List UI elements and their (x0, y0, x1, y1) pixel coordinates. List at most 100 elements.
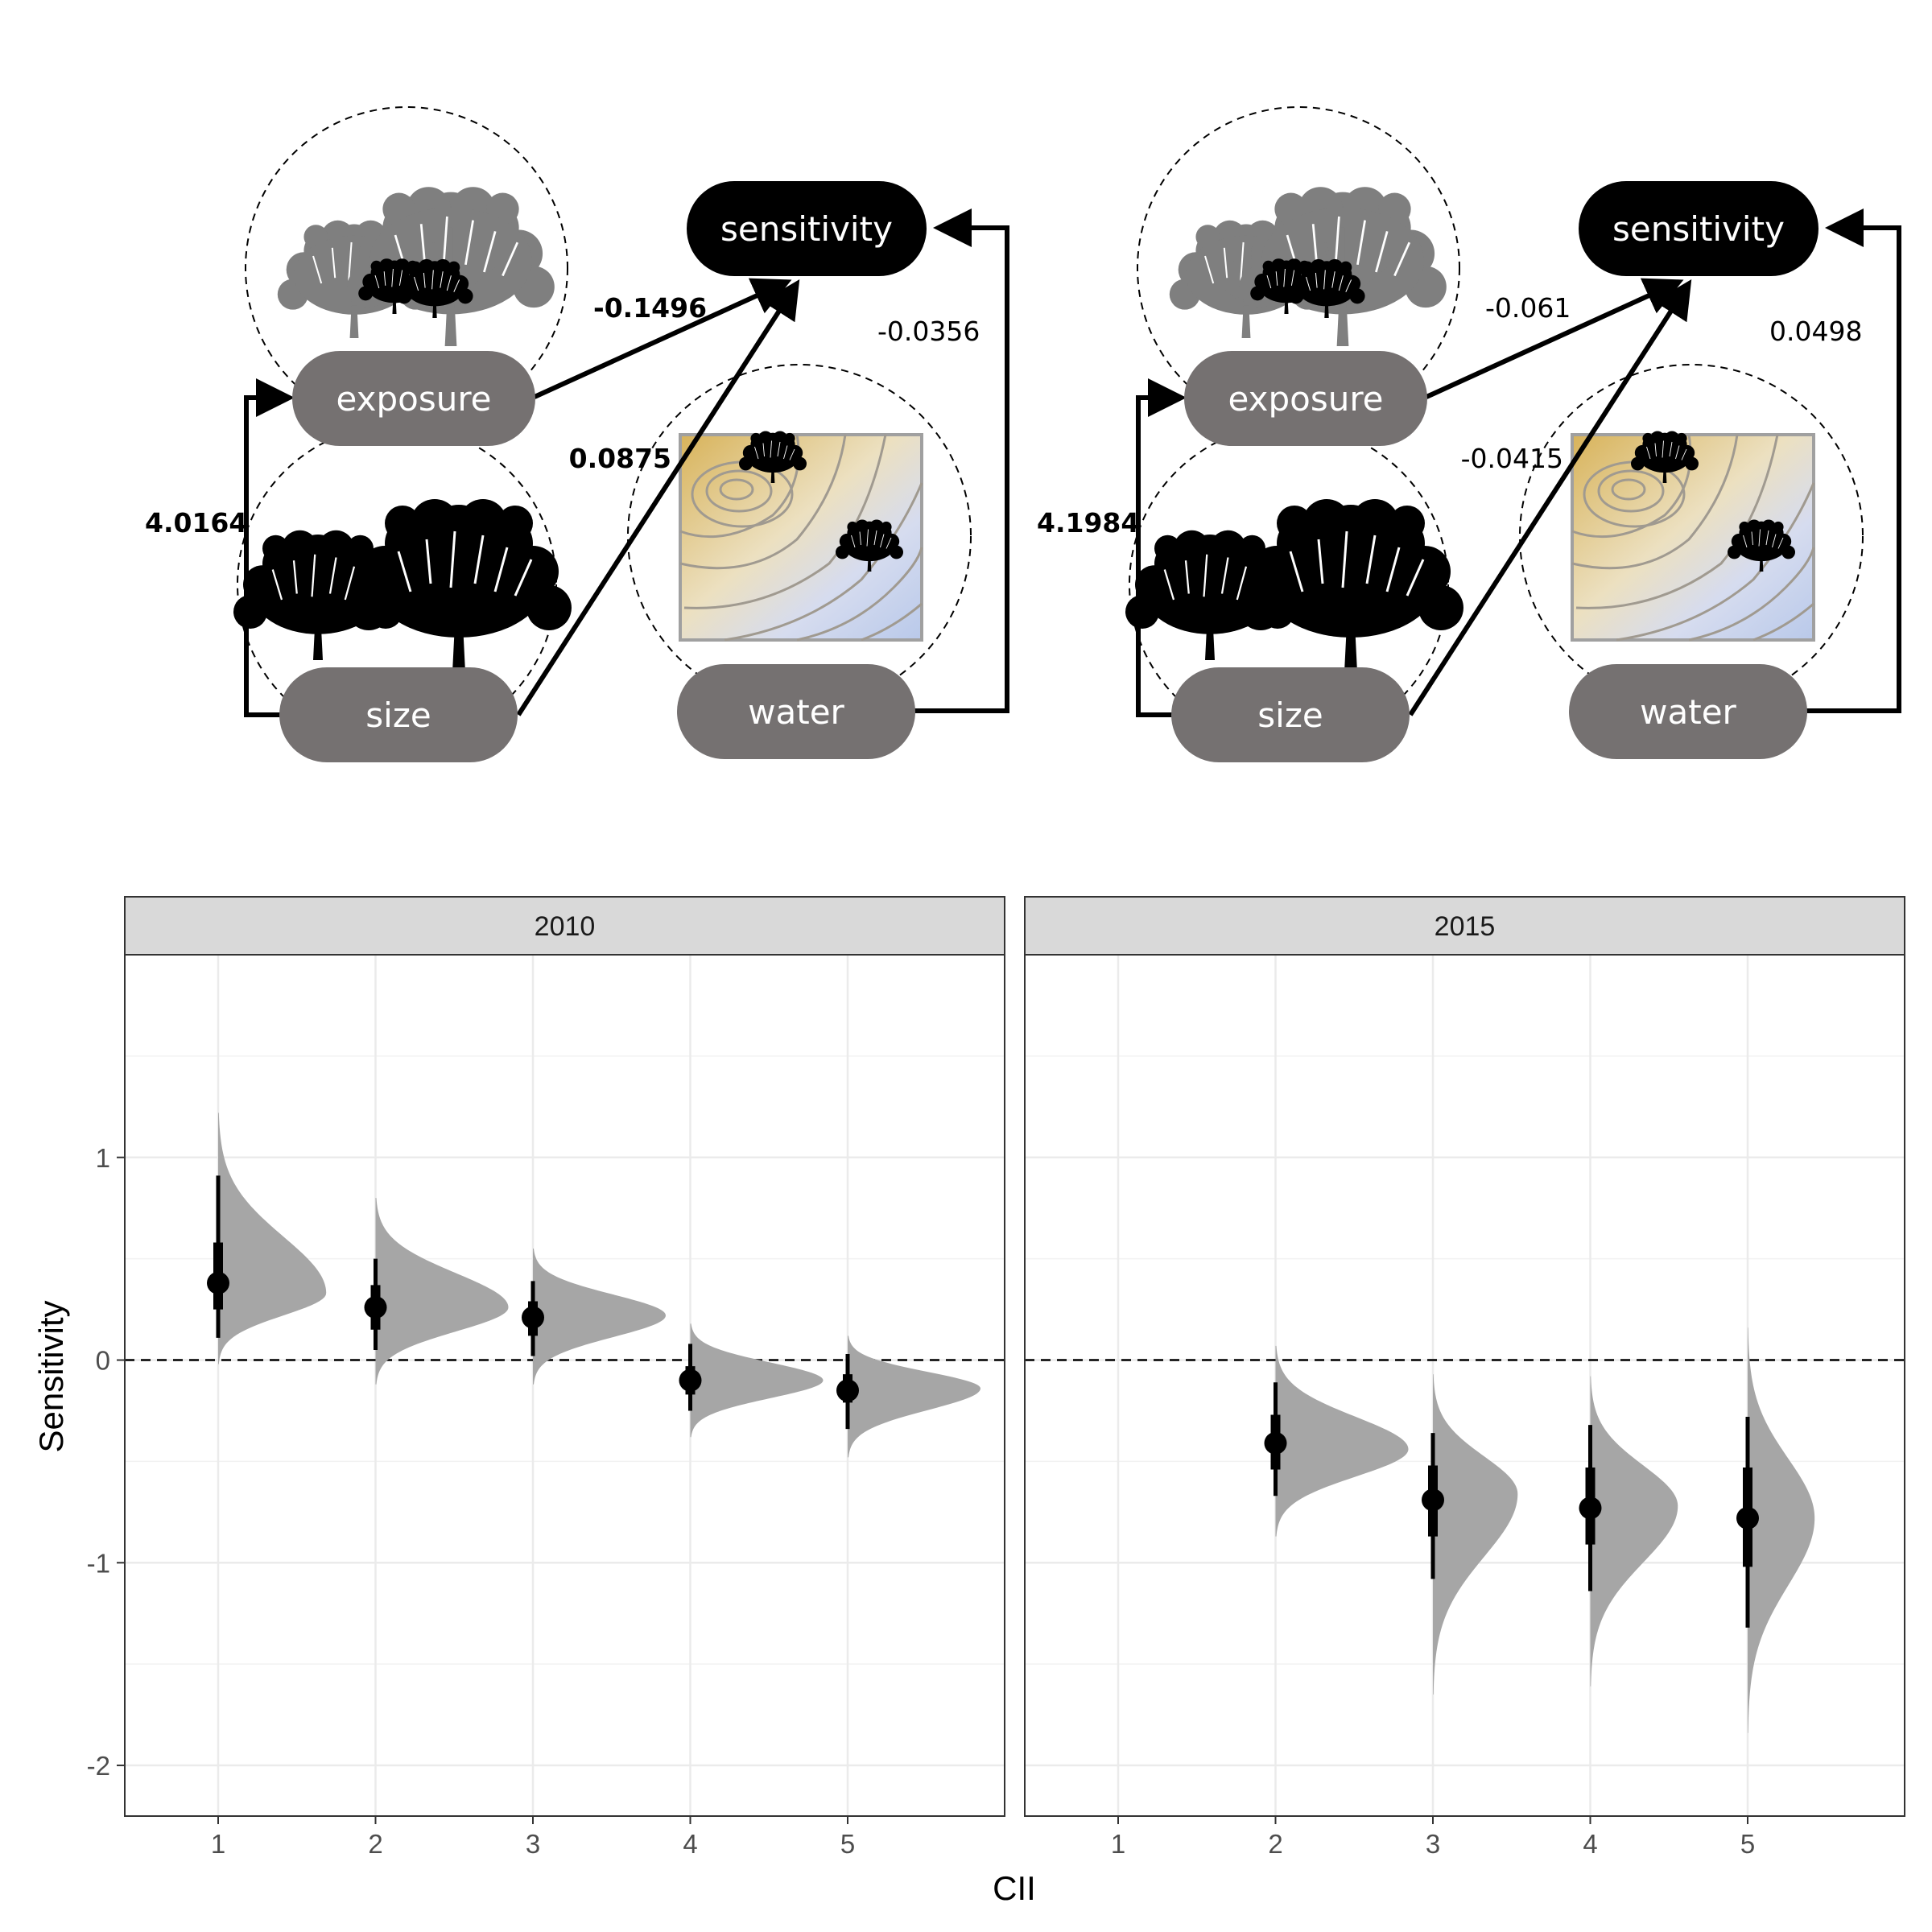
point-estimate (1264, 1431, 1287, 1455)
halfeye-cii-2 (1264, 1345, 1409, 1537)
halfeye-cii-1 (207, 1113, 327, 1364)
halfeye-cii-5 (1736, 1327, 1815, 1733)
dark-tree-icon (346, 499, 572, 672)
coef-size-sensitivity: -0.0415 (1461, 443, 1563, 474)
arrow-water-sensitivity (1806, 208, 1901, 713)
x-tick-label: 2 (368, 1829, 382, 1859)
halfeye-cii-4 (679, 1323, 824, 1438)
x-tick-label: 3 (1426, 1829, 1440, 1859)
water-node: water (1569, 664, 1807, 759)
x-tick-label: 5 (840, 1829, 855, 1859)
dark-tree-icon (1288, 258, 1365, 318)
panel-strip (124, 896, 1005, 956)
halfeye-cii-3 (522, 1249, 666, 1385)
path-diagram-2010: sensitivity exposure size water 4.0164 -0.149… (145, 106, 1009, 762)
arrow-exposure-sensitivity (533, 278, 792, 399)
point-estimate (207, 1271, 229, 1294)
sensitivity-chart: 2010 1 2 3 4 5 2015 1 2 3 4 5 1 0 -1 -2 CII Sensitivity (32, 896, 1905, 1907)
x-tick-label: 4 (1583, 1829, 1597, 1859)
exposure-node-label: exposure (336, 379, 492, 419)
y-tick-label: -2 (87, 1751, 110, 1781)
size-node: size (279, 667, 518, 762)
water-circle (1519, 364, 1864, 708)
water-node-label: water (748, 692, 844, 732)
arrow-water-sensitivity (914, 208, 1009, 713)
arrow-size-exposure (1136, 378, 1187, 717)
exposure-circle (245, 106, 568, 430)
path-diagram-2015: sensitivity exposure size water 4.1984 -0.061… (1037, 106, 1901, 762)
arrow-exposure-sensitivity (1425, 278, 1684, 399)
halfeye-cii-3 (1422, 1374, 1518, 1695)
density-slab (533, 1249, 666, 1385)
halfeye-cii-2 (364, 1198, 509, 1385)
y-axis-title: Sensitivity (32, 1300, 70, 1452)
x-tick-label: 3 (526, 1829, 540, 1859)
coef-size-sensitivity: 0.0875 (569, 443, 671, 474)
water-map-icon (1571, 431, 1815, 642)
dark-tree-icon (396, 258, 473, 318)
density-slab (1275, 1345, 1409, 1537)
sensitivity-node-label: sensitivity (720, 209, 893, 249)
arrow-size-sensitivity (516, 279, 800, 716)
point-estimate (1422, 1488, 1444, 1512)
x-tick-label: 4 (683, 1829, 697, 1859)
water-node-label: water (1640, 692, 1736, 732)
point-estimate (1579, 1496, 1602, 1520)
dark-tree-icon (1631, 431, 1699, 483)
density-slab (690, 1323, 824, 1438)
density-slab (1433, 1374, 1518, 1695)
x-tick-label: 1 (211, 1829, 225, 1859)
density-slab (1590, 1376, 1678, 1686)
water-circle (627, 364, 972, 708)
y-tick-label: -1 (87, 1548, 110, 1578)
point-estimate (679, 1368, 702, 1392)
coef-water-sensitivity: 0.0498 (1769, 316, 1862, 347)
size-node-label: size (365, 696, 431, 735)
water-map-icon (679, 431, 923, 642)
point-estimate (522, 1306, 544, 1329)
coef-water-sensitivity: -0.0356 (877, 316, 980, 347)
coef-size-exposure: 4.0164 (145, 507, 247, 539)
arrow-size-exposure (244, 378, 295, 717)
size-node: size (1171, 667, 1410, 762)
point-estimate (1736, 1506, 1759, 1530)
dark-tree-icon (1728, 519, 1795, 572)
exposure-node: exposure (292, 351, 535, 446)
panel-strip-label: 2015 (1435, 911, 1496, 942)
x-axis-title: CII (993, 1869, 1036, 1907)
dark-tree-icon (739, 431, 807, 483)
panel-strip (1024, 896, 1905, 956)
size-node-label: size (1257, 696, 1323, 735)
coef-size-exposure: 4.1984 (1037, 507, 1139, 539)
density-slab (375, 1198, 509, 1385)
coef-exposure-sensitivity: -0.061 (1485, 292, 1571, 324)
dark-tree-icon (836, 519, 903, 572)
point-estimate (364, 1296, 387, 1319)
arrow-size-sensitivity (1408, 279, 1692, 716)
panel-2010: 2010 1 2 3 4 5 (124, 896, 1005, 1859)
sensitivity-node-label: sensitivity (1612, 209, 1785, 249)
exposure-node: exposure (1184, 351, 1427, 446)
exposure-circle (1137, 106, 1460, 430)
sensitivity-node: sensitivity (1579, 181, 1818, 276)
x-tick-label: 5 (1740, 1829, 1755, 1859)
panel-2015: 2015 1 2 3 4 5 (1024, 896, 1905, 1859)
coef-exposure-sensitivity: -0.1496 (593, 292, 707, 324)
sensitivity-node: sensitivity (687, 181, 927, 276)
path-diagrams: sensitivity exposure size water 4.0164 -0.149… (145, 106, 1901, 762)
density-slab (848, 1335, 980, 1458)
y-tick-label: 0 (96, 1346, 110, 1376)
density-slab (218, 1113, 327, 1364)
point-estimate (836, 1379, 859, 1402)
halfeye-cii-4 (1579, 1376, 1678, 1686)
panel-strip-label: 2010 (535, 911, 596, 942)
y-axis: 1 0 -1 -2 (87, 1143, 125, 1781)
dark-tree-icon (1238, 499, 1463, 672)
density-slab (1748, 1327, 1815, 1733)
halfeye-cii-5 (836, 1335, 980, 1458)
x-tick-label: 1 (1111, 1829, 1125, 1859)
exposure-node-label: exposure (1228, 379, 1384, 419)
y-tick-label: 1 (96, 1143, 110, 1173)
water-node: water (677, 664, 915, 759)
